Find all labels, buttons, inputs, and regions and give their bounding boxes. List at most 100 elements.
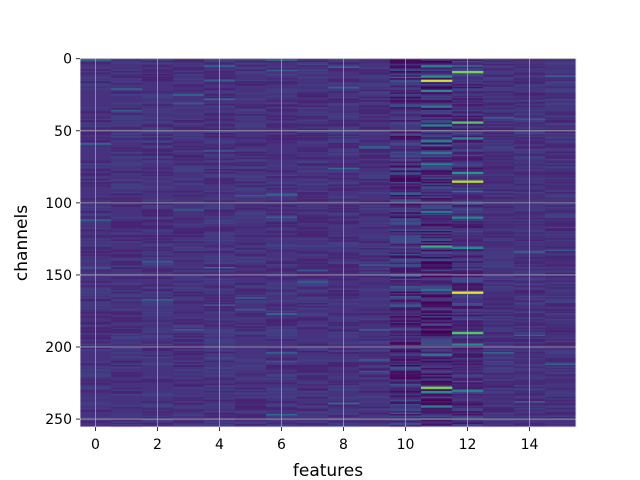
heatmap-cell [173, 127, 205, 129]
heatmap-cell [545, 137, 577, 140]
heatmap-cell [545, 68, 577, 70]
heatmap-cell [297, 313, 329, 315]
heatmap-cell [421, 229, 453, 232]
heatmap-cell [483, 298, 515, 301]
heatmap-cell [173, 425, 205, 428]
heatmap-cell [297, 411, 329, 413]
heatmap-cell [235, 62, 267, 65]
heatmap-cell [483, 91, 515, 93]
heatmap-cell [545, 145, 577, 148]
heatmap-cell [235, 98, 267, 101]
heatmap-cell [545, 334, 577, 337]
heatmap-cell [483, 161, 515, 164]
heatmap-cell [359, 105, 391, 108]
heatmap-cell [421, 144, 453, 147]
heatmap-cell [173, 383, 205, 386]
heatmap-cell [421, 88, 453, 91]
heatmap-cell [173, 388, 205, 390]
heatmap-cell [359, 207, 391, 210]
heatmap-cell [297, 271, 329, 274]
heatmap-cell [359, 380, 391, 383]
heatmap-cell [421, 396, 453, 399]
heatmap-cell [545, 69, 577, 72]
heatmap-cell [483, 330, 515, 333]
heatmap-cell [173, 154, 205, 157]
heatmap-cell [545, 131, 577, 134]
heatmap-cell [173, 119, 205, 122]
heatmap-cell [173, 362, 205, 364]
heatmap-cell [359, 158, 391, 161]
heatmap-cell [111, 127, 143, 129]
heatmap-cell [545, 313, 577, 315]
heatmap-cell [235, 290, 267, 292]
heatmap-cell [545, 156, 577, 158]
heatmap-cell [421, 189, 453, 191]
heatmap-cell [545, 353, 577, 356]
heatmap-cell [297, 170, 329, 173]
heatmap-cell [545, 88, 577, 91]
heatmap-cell [359, 275, 391, 278]
heatmap-cell [545, 412, 577, 415]
heatmap-cell [483, 350, 515, 353]
heatmap-cell [545, 401, 577, 403]
heatmap-cell [483, 105, 515, 108]
heatmap-cell [297, 254, 329, 256]
heatmap-cell [359, 176, 391, 178]
heatmap-cell [173, 170, 205, 173]
heatmap-cell [111, 179, 143, 181]
heatmap-cell [483, 405, 515, 408]
heatmap-cell [173, 272, 205, 275]
heatmap-cell [297, 287, 329, 289]
heatmap-cell [421, 271, 453, 274]
heatmap-cell [297, 425, 329, 428]
heatmap-cell [111, 235, 143, 238]
heatmap-cell [359, 91, 391, 93]
heatmap-cell [545, 307, 577, 310]
heatmap-cell [483, 167, 515, 170]
heatmap-cell [173, 223, 205, 226]
heatmap-cell [421, 352, 453, 354]
heatmap-cell [235, 323, 267, 325]
heatmap-cell [297, 377, 329, 380]
heatmap-cell [483, 153, 515, 155]
heatmap-cell [111, 414, 143, 416]
heatmap-cell [235, 150, 267, 152]
heatmap-cell [545, 336, 577, 338]
heatmap-cell [545, 367, 577, 370]
heatmap-cell [545, 200, 577, 203]
heatmap-cell [421, 366, 453, 369]
heatmap-cell [545, 290, 577, 292]
x-tick-label: 8 [339, 437, 348, 453]
heatmap-cell [173, 249, 205, 252]
heatmap-cell [545, 128, 577, 131]
heatmap-cell [111, 363, 143, 366]
heatmap-cell [297, 347, 329, 350]
heatmap-cell [111, 121, 143, 124]
heatmap-cell [545, 298, 577, 301]
heatmap-cell [483, 300, 515, 302]
heatmap-cell [173, 401, 205, 403]
heatmap-cell [297, 367, 329, 370]
heatmap-cell [545, 282, 577, 285]
heatmap-cell [173, 102, 205, 105]
heatmap-bright-cell [421, 105, 453, 108]
heatmap-cell [545, 196, 577, 199]
heatmap-cell [483, 118, 515, 121]
heatmap-cell [297, 343, 329, 346]
heatmap-cell [421, 333, 453, 336]
heatmap-cell [111, 200, 143, 203]
heatmap-cell [235, 373, 267, 376]
heatmap-cell [359, 290, 391, 292]
heatmap-cell [297, 124, 329, 127]
heatmap-cell [173, 235, 205, 238]
heatmap-cell [297, 117, 329, 119]
heatmap-cell [359, 213, 391, 216]
heatmap-cell [359, 320, 391, 323]
heatmap-cell [545, 294, 577, 297]
heatmap-cell [483, 96, 515, 99]
heatmap-cell [111, 421, 143, 423]
heatmap-cell [111, 81, 143, 83]
heatmap-cell [483, 248, 515, 251]
heatmap-cell [545, 143, 577, 145]
heatmap-cell [111, 272, 143, 275]
